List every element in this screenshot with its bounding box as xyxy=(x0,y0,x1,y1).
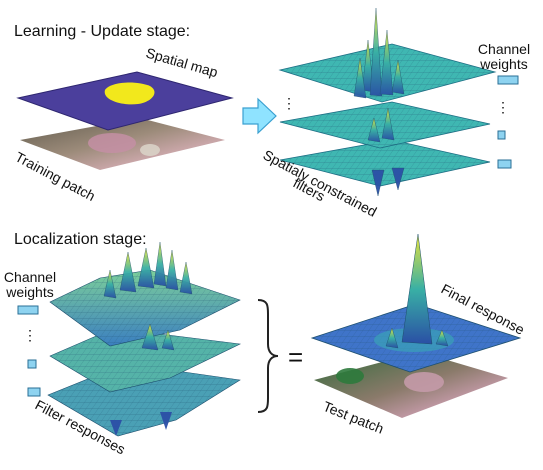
weights-ellipsis-left: ⋮ xyxy=(23,327,37,343)
weight-box xyxy=(497,75,519,85)
spatial-map-blob xyxy=(104,82,155,105)
final-response xyxy=(310,233,522,373)
spatial-map-label: Spatial map xyxy=(144,45,220,81)
final-response-peak xyxy=(401,233,433,345)
weight-box xyxy=(497,159,512,169)
weight-box xyxy=(497,130,506,140)
filter-ellipsis: ⋮ xyxy=(282,95,296,111)
equals-sign: = xyxy=(288,342,303,372)
channel-weights-label-left-line1: Channel xyxy=(4,269,56,285)
channel-weights-label-top-line2: weights xyxy=(479,56,527,72)
filter-peaks xyxy=(353,7,405,197)
response-peaks xyxy=(103,241,193,436)
test-patch xyxy=(314,352,508,418)
training-patch xyxy=(20,118,225,170)
right-arrow-icon xyxy=(242,97,277,135)
weight-box xyxy=(17,305,39,315)
localization-stage-heading: Localization stage: xyxy=(14,231,147,248)
channel-weights-label-top-line1: Channel xyxy=(478,41,530,57)
weights-ellipsis-top: ⋮ xyxy=(496,99,510,115)
filter-stack xyxy=(278,7,497,197)
weight-box xyxy=(27,359,37,369)
channel-weights-left: ⋮ xyxy=(17,305,41,397)
weight-box xyxy=(27,387,41,397)
channel-weights-label-left-line2: weights xyxy=(5,284,53,300)
channel-weights-top: ⋮ xyxy=(496,75,519,169)
filter-responses xyxy=(47,241,242,437)
curly-brace-icon xyxy=(257,299,279,413)
learning-stage-heading: Learning - Update stage: xyxy=(14,23,190,40)
spatial-map xyxy=(16,71,234,131)
